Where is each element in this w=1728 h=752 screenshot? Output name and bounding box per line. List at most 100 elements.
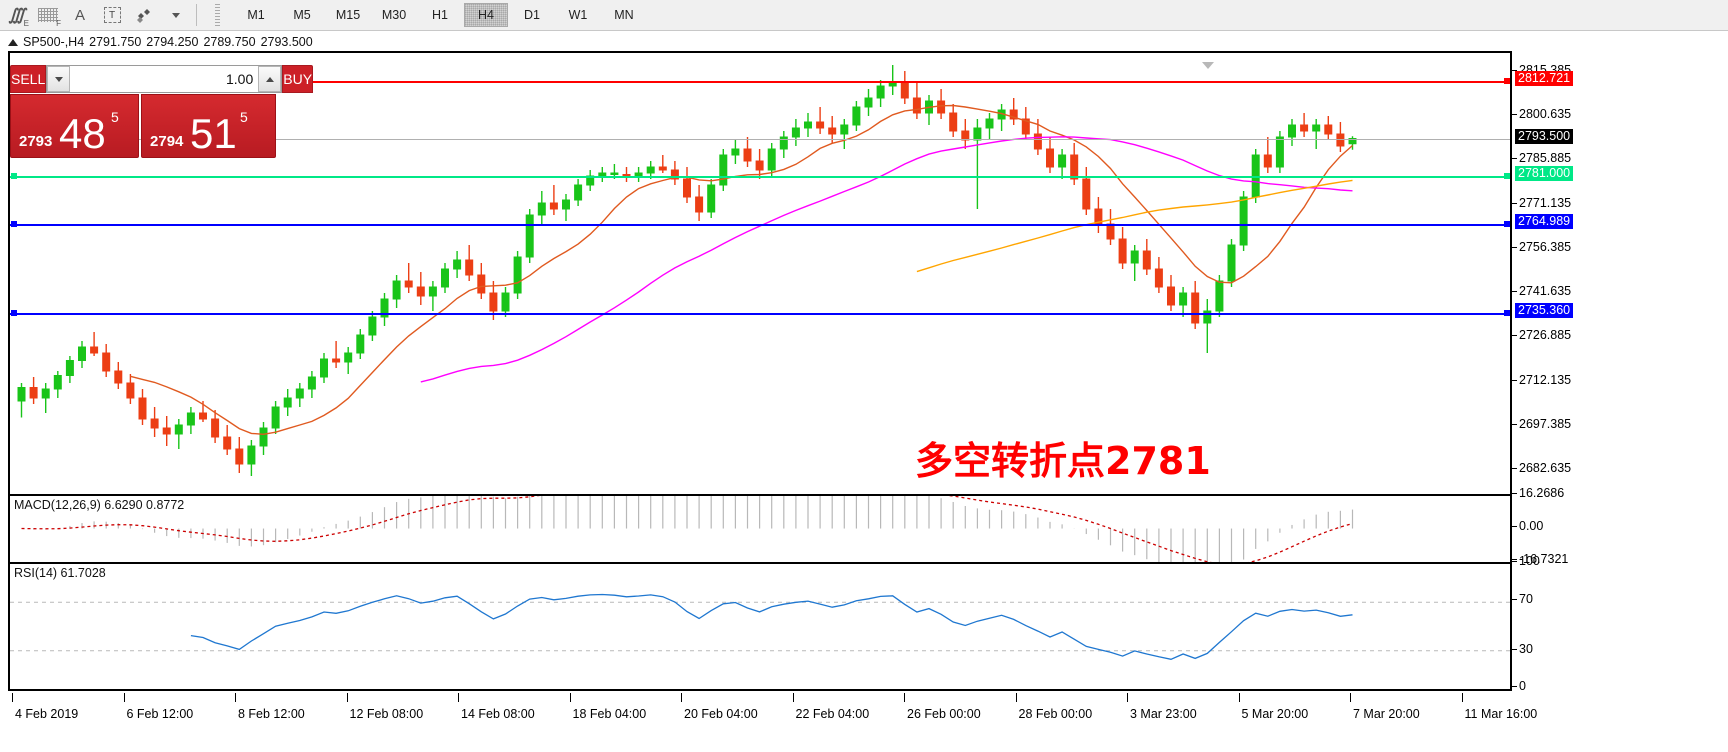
sell-price-fraction: 5 <box>111 109 119 125</box>
text-label-icon[interactable]: T <box>96 1 128 29</box>
macd-canvas <box>21 496 1354 562</box>
price-pane[interactable]: 多空转折点2781 <box>10 53 1510 494</box>
timeframe-m30[interactable]: M30 <box>381 8 407 22</box>
time-tick <box>123 693 125 702</box>
quote-low: 2789.750 <box>203 35 256 49</box>
hline-2781.000[interactable] <box>10 176 1510 178</box>
current-price-tag[interactable]: 2793.500 <box>1515 128 1574 144</box>
timeframe-h1[interactable]: H1 <box>432 8 448 22</box>
time-tick-label: 12 Feb 08:00 <box>349 707 424 721</box>
chart-drop-marker <box>1202 62 1214 69</box>
timeframe-m5[interactable]: M5 <box>293 8 311 22</box>
buy-price-integer: 2794 <box>150 133 184 150</box>
time-tick-label: 5 Mar 20:00 <box>1241 707 1309 721</box>
buy-button[interactable]: BUY <box>282 65 314 93</box>
rsi-pane[interactable]: RSI(14) 61.7028 <box>10 562 1510 689</box>
hline-handle[interactable] <box>1504 77 1510 84</box>
time-axis: 4 Feb 2019 6 Feb 12:00 8 Feb 12:00 12 Feb 0… <box>8 693 1537 733</box>
chart-frame: SP500-,H4 2791.750 2794.250 2789.750 279… <box>0 31 1728 752</box>
price-tick-label: 2726.885 <box>1519 328 1572 343</box>
price-tick-label: 2785.885 <box>1519 151 1572 166</box>
rsi-tick: 30 <box>1512 642 1533 656</box>
support2-tag[interactable]: 2735.360 <box>1515 302 1574 318</box>
rsi-tick: 100 <box>1512 554 1540 568</box>
macd-label: MACD(12,26,9) 6.6290 0.8772 <box>14 498 185 512</box>
time-tick <box>235 693 236 702</box>
buy-price-display[interactable]: 2794 51 5 <box>141 94 276 158</box>
time-tick <box>904 693 905 702</box>
support1-tag[interactable]: 2764.989 <box>1515 214 1574 230</box>
buy-price-pips: 51 <box>190 110 237 157</box>
time-tick-label: 14 Feb 08:00 <box>461 707 535 721</box>
hline-handle[interactable] <box>1504 309 1510 316</box>
quote-open: 2791.750 <box>89 35 142 49</box>
volume-input[interactable] <box>70 66 259 92</box>
one-click-trading-panel[interactable]: SELL BUY 2793 48 5 2794 51 5 <box>10 65 314 158</box>
objects-glyph <box>137 9 150 23</box>
hline-2812.721[interactable] <box>10 80 1510 83</box>
main-toolbar: ∭ E F A T M1 M5 M15 M30 H1 H4 D1 W1 MN <box>0 0 1728 31</box>
timeframe-m15[interactable]: M15 <box>335 8 361 22</box>
time-tick-label: 11 Mar 16:00 <box>1464 707 1538 721</box>
hline-2735.360[interactable] <box>10 312 1510 315</box>
quote-bar: SP500-,H4 2791.750 2794.250 2789.750 279… <box>8 35 313 49</box>
rsi-canvas <box>10 593 1510 660</box>
volume-field-wrap[interactable] <box>46 65 283 93</box>
hline-handle[interactable] <box>11 309 17 316</box>
hline-handle[interactable] <box>11 221 17 228</box>
time-tick-label: 26 Feb 00:00 <box>907 707 981 721</box>
chevron-down-icon[interactable] <box>160 1 192 29</box>
price-tick: 2756.385 <box>1512 240 1571 254</box>
quote-high: 2794.250 <box>146 35 199 49</box>
time-tick-label: 8 Feb 12:00 <box>238 707 305 721</box>
price-tick-label: 2697.385 <box>1519 416 1572 431</box>
time-tick <box>1350 693 1351 702</box>
sell-price-pips: 48 <box>59 110 106 157</box>
timeframe-w1[interactable]: W1 <box>568 8 588 22</box>
rsi-tick: 70 <box>1512 592 1533 606</box>
chart-annotation: 多空转折点2781 <box>915 439 1211 483</box>
time-tick-label: 22 Feb 04:00 <box>795 707 870 721</box>
timeframe-d1[interactable]: D1 <box>524 8 540 22</box>
timeframe-h4[interactable]: H4 <box>464 3 508 27</box>
price-tick-label: 2712.135 <box>1519 372 1572 387</box>
quote-close: 2793.500 <box>260 35 313 49</box>
resistance-tag[interactable]: 2812.721 <box>1515 70 1574 86</box>
grid-icon[interactable]: F <box>32 1 64 29</box>
macd-tick: 16.2686 <box>1512 486 1564 500</box>
hline-2793.500[interactable] <box>10 138 1510 140</box>
time-tick-label: 20 Feb 04:00 <box>684 707 758 721</box>
hline-handle[interactable] <box>11 173 17 179</box>
price-tick: 2726.885 <box>1512 328 1571 342</box>
symbol-label: SP500-,H4 <box>23 35 85 49</box>
trade-controls-row: SELL BUY <box>10 65 314 93</box>
price-tick: 2697.385 <box>1512 417 1571 431</box>
timeframe-m1[interactable]: M1 <box>247 8 265 22</box>
grip-handle[interactable] <box>201 1 233 29</box>
price-tick-label: 2682.635 <box>1519 461 1572 476</box>
price-scale[interactable]: 2815.3852800.6352785.8852771.1352756.385… <box>1512 51 1632 693</box>
objects-icon[interactable] <box>128 1 160 29</box>
hline-handle[interactable] <box>1504 221 1510 228</box>
macd-pane[interactable]: MACD(12,26,9) 6.6290 0.8772 <box>10 494 1510 562</box>
time-tick-label: 4 Feb 2019 <box>15 707 79 721</box>
pivot-tag[interactable]: 2781.000 <box>1515 166 1574 181</box>
sell-price-display[interactable]: 2793 48 5 <box>10 94 140 158</box>
time-tick <box>346 693 348 702</box>
volume-decrement-button[interactable] <box>47 66 71 92</box>
timeframe-mn[interactable]: MN <box>614 8 634 22</box>
volume-increment-button[interactable] <box>258 66 282 92</box>
collapse-triangle-icon[interactable] <box>8 38 18 46</box>
price-tick-label: 2771.135 <box>1519 195 1572 210</box>
time-tick <box>1238 693 1240 702</box>
price-tick-label: 2741.635 <box>1519 284 1572 299</box>
text-icon[interactable]: A <box>74 6 85 24</box>
price-tick: 2741.635 <box>1512 284 1571 298</box>
sell-price-integer: 2793 <box>19 133 53 150</box>
hline-2764.989[interactable] <box>10 224 1510 227</box>
indicators-icon[interactable]: ∭ E <box>8 7 29 28</box>
time-tick-label: 28 Feb 00:00 <box>1018 707 1093 721</box>
time-tick <box>1127 693 1128 702</box>
sell-button[interactable]: SELL <box>10 65 47 93</box>
hline-handle[interactable] <box>1504 173 1510 179</box>
